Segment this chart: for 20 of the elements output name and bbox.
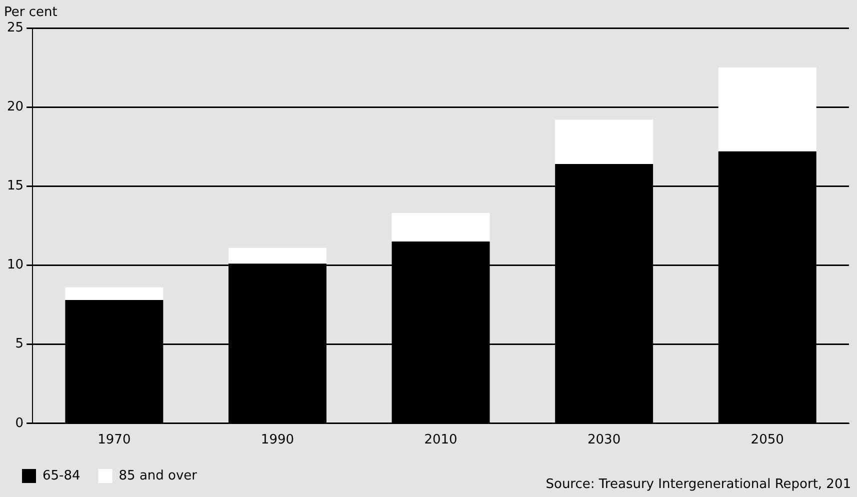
y-tick-label: 15 bbox=[6, 178, 24, 194]
y-axis-title: Per cent bbox=[4, 4, 58, 20]
bar bbox=[392, 213, 490, 242]
y-tick-label: 20 bbox=[6, 99, 24, 114]
x-tick-label: 2010 bbox=[424, 432, 458, 448]
bar bbox=[555, 120, 654, 164]
bar bbox=[718, 68, 816, 152]
x-tick-label: 1990 bbox=[260, 432, 294, 448]
x-tick-label: 2050 bbox=[750, 432, 784, 448]
source-note: Source: Treasury Intergenerational Report, 201 bbox=[546, 476, 851, 492]
bar bbox=[228, 248, 326, 264]
x-tick-label: 1970 bbox=[98, 432, 131, 448]
x-tick-label: 2030 bbox=[588, 432, 621, 448]
legend-label: 65-84 bbox=[42, 468, 80, 484]
y-tick-label: 10 bbox=[6, 258, 24, 273]
y-tick-label: 25 bbox=[6, 20, 24, 36]
legend-label: 85 and over bbox=[118, 468, 198, 484]
bar bbox=[65, 287, 164, 300]
y-tick-label: 5 bbox=[15, 336, 24, 352]
y-tick-label: 0 bbox=[15, 416, 24, 431]
